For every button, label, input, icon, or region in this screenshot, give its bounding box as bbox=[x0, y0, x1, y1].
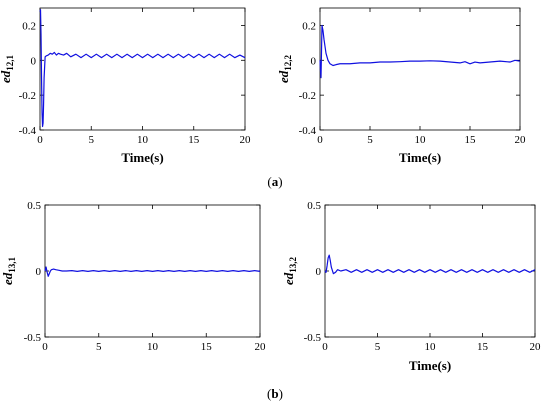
y-tick-label: -0.2 bbox=[19, 90, 36, 102]
x-tick-label: 15 bbox=[201, 341, 213, 353]
y-tick-label: 0 bbox=[31, 55, 37, 67]
y-tick-label: 0.2 bbox=[302, 20, 316, 32]
y-tick-label: -0.4 bbox=[19, 125, 37, 137]
panel-label-a: (a) bbox=[267, 174, 282, 189]
x-tick-label: 20 bbox=[255, 341, 267, 353]
y-axis-label-main: ed bbox=[0, 70, 13, 83]
series-line bbox=[44, 266, 261, 277]
x-tick-label: 5 bbox=[367, 134, 373, 146]
x-axis-label: Time(s) bbox=[409, 358, 451, 373]
series-line bbox=[39, 9, 246, 128]
y-tick-label: 0.5 bbox=[27, 200, 41, 212]
x-tick-label: 0 bbox=[37, 134, 43, 146]
x-tick-label: 10 bbox=[147, 341, 159, 353]
chart-1: 0 5 10 15 20 -0.4 -0.2 0 0.2 Time(s) ed12,1 bbox=[0, 7, 252, 165]
y-axis-label-main: ed bbox=[281, 272, 296, 285]
x-axis-label: Time(s) bbox=[121, 150, 163, 165]
y-tick-label: 0.2 bbox=[22, 20, 36, 32]
x-tick-label: 20 bbox=[240, 134, 252, 146]
x-tick-label: 20 bbox=[530, 341, 542, 353]
y-tick-label: 0 bbox=[36, 266, 42, 278]
x-tick-label: 0 bbox=[42, 341, 48, 353]
y-axis-label: ed13,1 bbox=[0, 256, 17, 285]
x-tick-label: 15 bbox=[465, 134, 477, 146]
y-tick-label: 0 bbox=[316, 266, 322, 278]
y-tick-label: 0.5 bbox=[307, 200, 321, 212]
y-tick-label: -0.5 bbox=[304, 332, 322, 344]
x-tick-label: 10 bbox=[415, 134, 427, 146]
y-axis-label-subscript: 12,1 bbox=[5, 54, 15, 70]
y-axis-label-main: ed bbox=[276, 70, 291, 83]
x-tick-label: 10 bbox=[425, 341, 437, 353]
y-tick-label: 0 bbox=[311, 55, 317, 67]
y-axis-label-main: ed bbox=[0, 272, 15, 285]
plot-frame bbox=[39, 7, 246, 131]
chart-2: 0 5 10 15 20 -0.4 -0.2 0 0.2 Time(s) ed12,2 bbox=[276, 7, 527, 165]
series-line bbox=[324, 254, 536, 275]
y-tick-label: -0.4 bbox=[299, 125, 317, 137]
y-axis-label: ed12,1 bbox=[0, 54, 15, 83]
x-tick-label: 15 bbox=[477, 341, 489, 353]
x-tick-label: 5 bbox=[96, 341, 102, 353]
x-tick-label: 10 bbox=[137, 134, 149, 146]
y-tick-label: -0.5 bbox=[24, 332, 42, 344]
plot-frame bbox=[324, 204, 536, 338]
x-tick-label: 0 bbox=[317, 134, 323, 146]
x-tick-label: 20 bbox=[515, 134, 527, 146]
x-tick-label: 5 bbox=[375, 341, 381, 353]
panel-label-b: (b) bbox=[267, 386, 283, 401]
x-tick-label: 5 bbox=[89, 134, 95, 146]
y-axis-label-subscript: 12,2 bbox=[283, 54, 293, 70]
x-tick-label: 15 bbox=[188, 134, 200, 146]
y-axis-label: ed12,2 bbox=[276, 54, 293, 83]
y-tick-label: -0.2 bbox=[299, 90, 316, 102]
x-tick-label: 0 bbox=[322, 341, 328, 353]
y-axis-label-subscript: 13,1 bbox=[7, 256, 17, 272]
y-axis-label-subscript: 13,2 bbox=[288, 256, 298, 272]
x-axis-label: Time(s) bbox=[399, 150, 441, 165]
plot-frame bbox=[319, 7, 521, 131]
y-axis-label: ed13,2 bbox=[281, 256, 298, 285]
series-line bbox=[319, 24, 521, 79]
